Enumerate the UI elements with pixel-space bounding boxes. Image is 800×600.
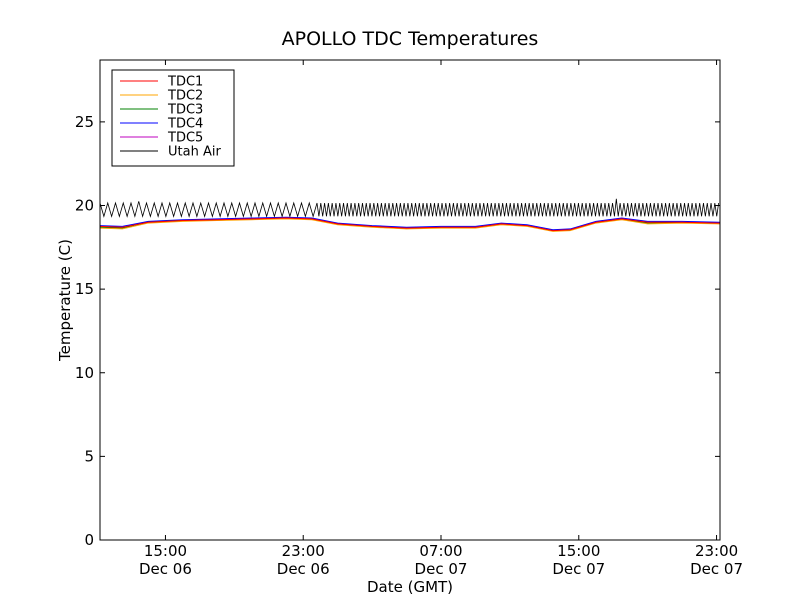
x-tick-date-label: Dec 07 [552,560,605,578]
x-tick-time-label: 07:00 [419,542,462,560]
series-line-utah-air [99,198,720,218]
y-tick-label: 0 [84,531,94,549]
x-tick-date-label: Dec 07 [690,560,743,578]
legend-label: TDC2 [167,89,203,104]
series-line-tdc1 [99,217,721,232]
y-tick-label: 25 [75,113,94,131]
x-tick-date-label: Dec 07 [415,560,468,578]
legend-label: TDC4 [167,117,203,132]
y-tick-label: 15 [75,280,94,298]
y-tick-label: 20 [75,197,94,215]
x-axis-label: Date (GMT) [367,578,453,596]
y-axis-label: Temperature (C) [56,239,74,362]
plot-frame [99,59,721,541]
series-line-tdc2 [99,218,721,232]
x-tick-date-label: Dec 06 [139,560,192,578]
x-tick-time-label: 23:00 [695,542,738,560]
legend-box [111,69,235,167]
legend-label: TDC1 [167,75,203,90]
x-tick-time-label: 23:00 [282,542,325,560]
series-layer [99,198,721,232]
y-tick-label: 10 [75,364,94,382]
x-tick-time-label: 15:00 [144,542,187,560]
legend-label: TDC5 [167,131,203,146]
legend-label: Utah Air [168,145,221,160]
x-tick-date-label: Dec 06 [277,560,330,578]
series-line-tdc4 [99,216,721,231]
x-tick-time-label: 15:00 [557,542,600,560]
y-tick-label: 5 [84,447,94,465]
chart-title: APOLLO TDC Temperatures [282,28,539,50]
legend-label: TDC3 [167,103,203,118]
